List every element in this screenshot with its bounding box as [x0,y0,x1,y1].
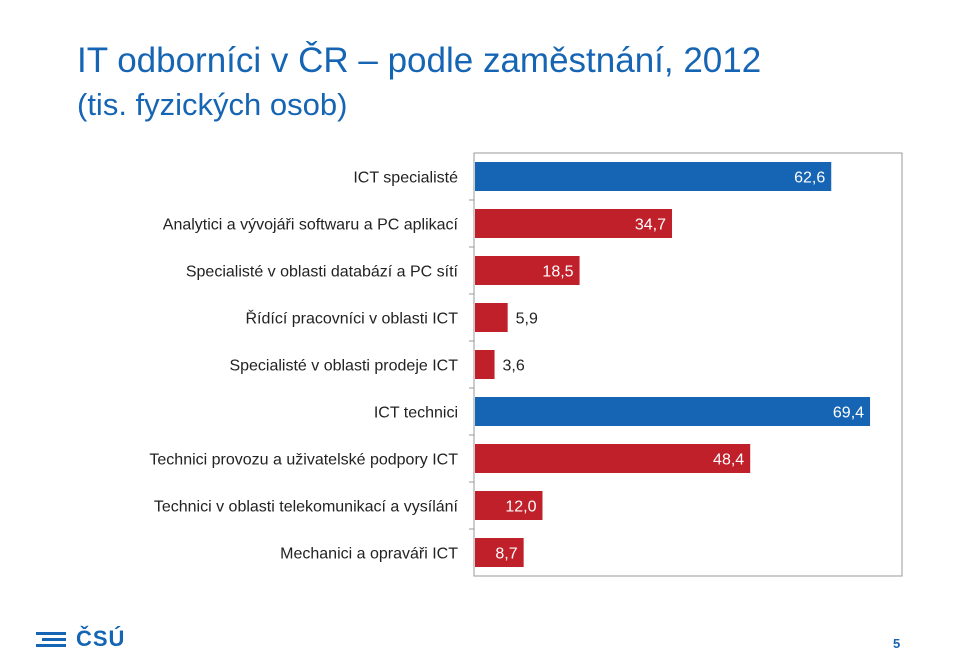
category-label: Specialisté v oblasti prodeje ICT [229,358,458,375]
bar [475,444,751,473]
logo-text: ČSÚ [76,626,126,651]
slide-title: IT odborníci v ČR – podle zaměstnání, 20… [77,41,762,80]
csu-logo: ČSÚ [36,626,126,652]
category-label: ICT specialisté [353,170,458,187]
bar [475,162,832,191]
data-label: 8,7 [495,546,517,563]
slide-subtitle: (tis. fyzických osob) [77,87,348,122]
data-label: 62,6 [794,170,825,187]
data-label: 48,4 [713,452,744,469]
bar [475,303,508,332]
category-label: Technici v oblasti telekomunikací a vysí… [154,499,459,516]
category-label: Technici provozu a uživatelské podpory I… [149,452,458,469]
category-label: Specialisté v oblasti databází a PC sítí [186,264,459,281]
category-label: Řídící pracovníci v oblasti ICT [245,309,458,328]
data-label: 3,6 [503,358,525,375]
bar [475,397,871,426]
bar [475,538,524,567]
bar [475,256,580,285]
category-label: Mechanici a opraváři ICT [280,546,458,563]
data-label: 34,7 [635,217,666,234]
category-label: Analytici a vývojáři softwaru a PC aplik… [163,217,459,234]
data-label: 18,5 [542,264,573,281]
data-label: 12,0 [505,499,536,516]
category-label: ICT technici [374,405,458,422]
logo-lines-icon [36,632,66,650]
data-label: 5,9 [516,311,538,328]
bar-chart: ICT specialisté 62,6 Analytici a vývojáři … [149,152,903,577]
bar [475,350,495,379]
plot-frame [473,152,903,577]
page-number: 5 [893,636,901,651]
bar [475,491,543,520]
data-label: 69,4 [833,405,864,422]
bar [475,209,673,238]
